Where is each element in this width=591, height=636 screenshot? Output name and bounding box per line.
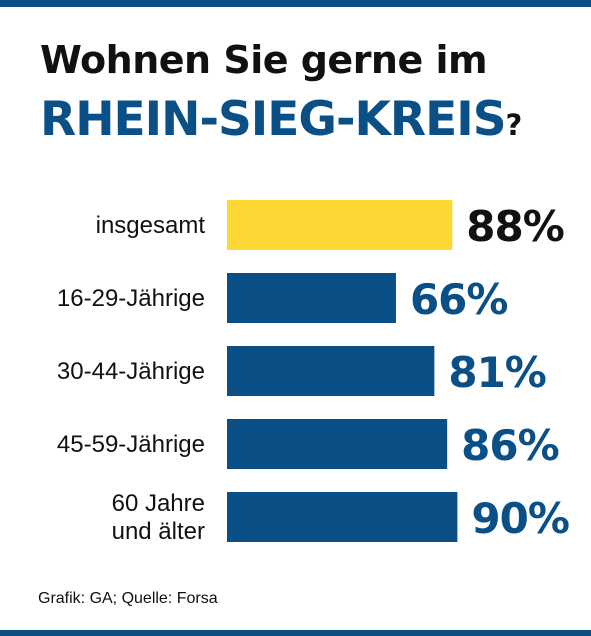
value-label-2: 81% [448, 348, 546, 397]
value-label-4: 90% [471, 494, 569, 543]
bar-1 [227, 273, 396, 323]
chart-title-question-mark: ? [505, 108, 523, 142]
bar-3 [227, 419, 448, 469]
category-label-2: 30-44-Jährige [57, 358, 205, 385]
value-label-3: 86% [461, 421, 559, 470]
source-note: Grafik: GA; Quelle: Forsa [38, 590, 218, 607]
category-label-4: 60 Jahre und älter [112, 490, 205, 545]
category-label-line: 30-44-Jährige [57, 358, 205, 385]
bar-chart: insgesamt 88% 16-29-Jährige 66% 30-44-Jährig… [57, 200, 570, 545]
category-label-line: insgesamt [96, 212, 206, 239]
category-label-3: 45-59-Jährige [57, 431, 205, 458]
bar-0 [227, 200, 453, 250]
chart-title-region: RHEIN-SIEG-KREIS [40, 92, 507, 147]
bar-4 [227, 492, 458, 542]
category-label-line: 16-29-Jährige [57, 285, 205, 312]
top-rule [0, 0, 591, 7]
chart-title-line1: Wohnen Sie gerne im [40, 38, 488, 82]
value-label-0: 88% [466, 202, 564, 251]
category-label-1: 16-29-Jährige [57, 285, 205, 312]
bottom-rule [0, 630, 591, 636]
category-label-line: 60 Jahre [112, 490, 205, 517]
value-label-1: 66% [410, 275, 508, 324]
category-label-line: 45-59-Jährige [57, 431, 205, 458]
category-label-0: insgesamt [96, 212, 206, 239]
category-label-line: und älter [112, 518, 205, 545]
bar-2 [227, 346, 435, 396]
chart-title-line2: RHEIN-SIEG-KREIS? [40, 92, 522, 147]
